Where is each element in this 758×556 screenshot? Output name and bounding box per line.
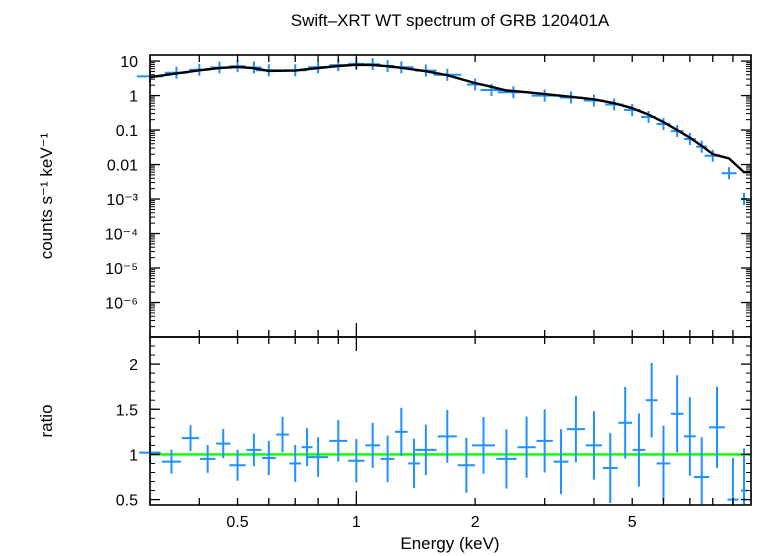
ratio-data-point <box>727 458 739 505</box>
ratio-data-point <box>618 386 633 459</box>
ratio-data-point <box>261 440 276 476</box>
ratio-data-point <box>329 420 348 462</box>
ratio-data-point <box>161 449 181 474</box>
ratio-data-point <box>216 428 231 459</box>
ratio-data-point <box>380 435 395 483</box>
ratio-data-point <box>683 397 696 476</box>
ratio-data-point <box>276 416 289 453</box>
y-tick-label: 10⁻⁶ <box>105 296 138 313</box>
ratio-data-point <box>741 448 748 505</box>
ratio-data-point <box>181 425 200 452</box>
y-tick-label: 0.5 <box>116 493 138 510</box>
ratio-data-point <box>632 413 646 487</box>
spectrum-panel: 10 1 0.1 0.01 10⁻³ 10⁻⁴ 10⁻⁵ 10⁻⁶ counts s⁻¹ ke… <box>37 54 752 338</box>
x-tick-label: 0.5 <box>226 514 248 531</box>
ratio-data-point <box>408 438 420 489</box>
ratio-data-point <box>348 439 365 483</box>
spectrum-y-axis-label: counts s⁻¹ keV⁻¹ <box>37 132 56 259</box>
y-tick-label: 1.5 <box>116 402 138 419</box>
y-tick-label: 10 <box>120 54 138 71</box>
ratio-ticks-layer: 0.5 1 2 5 2 1.5 1 0.5 <box>116 337 752 531</box>
ratio-data-point <box>199 445 216 473</box>
y-tick-label: 1 <box>129 89 138 106</box>
ratio-data-point <box>694 437 710 505</box>
y-tick-label: 0.1 <box>116 123 138 140</box>
ratio-data-point <box>229 449 246 481</box>
ratio-data-point <box>585 411 603 480</box>
y-tick-label: 10⁻⁴ <box>105 227 138 244</box>
ratio-data-point <box>709 386 725 468</box>
ratio-data-point <box>365 422 381 468</box>
ratio-data-point <box>394 407 408 456</box>
y-tick-label: 2 <box>129 357 138 374</box>
ratio-series-layer <box>139 363 751 505</box>
spectrum-data-point <box>721 167 737 180</box>
ratio-data-point <box>457 437 475 493</box>
ratio-data-point <box>553 429 569 495</box>
ratio-data-point <box>517 416 536 478</box>
x-tick-label: 2 <box>471 514 480 531</box>
ratio-data-point <box>437 409 457 463</box>
ratio-data-point <box>536 409 553 473</box>
ratio-plot-frame <box>149 336 752 506</box>
ratio-data-point <box>289 444 302 482</box>
ratio-data-point <box>246 433 262 467</box>
ratio-data-point <box>301 428 313 467</box>
ratio-data-point <box>656 425 671 502</box>
ratio-data-point <box>415 424 437 476</box>
ratio-data-point <box>472 417 495 474</box>
spectrum-series-layer <box>136 57 751 206</box>
ratio-panel: 0.5 1 2 5 2 1.5 1 0.5 ratio Energy (keV) <box>37 336 752 553</box>
x-tick-label: 5 <box>628 514 637 531</box>
x-axis-label: Energy (keV) <box>400 534 499 553</box>
ratio-data-point <box>496 429 517 489</box>
ratio-data-point <box>566 395 585 463</box>
x-tick-label: 1 <box>352 514 361 531</box>
y-tick-label: 1 <box>129 447 138 464</box>
y-tick-label: 10⁻⁵ <box>105 261 138 278</box>
ratio-y-axis-label: ratio <box>37 404 56 437</box>
y-tick-label: 10⁻³ <box>106 192 138 209</box>
ratio-data-point <box>645 363 658 438</box>
ratio-data-point <box>602 432 618 504</box>
spectrum-ticks-layer: 10 1 0.1 0.01 10⁻³ 10⁻⁴ 10⁻⁵ 10⁻⁶ <box>105 54 752 337</box>
spectrum-plot-frame <box>149 54 752 338</box>
ratio-data-point <box>308 437 329 477</box>
ratio-data-point <box>670 375 684 453</box>
chart-title: Swift–XRT WT spectrum of GRB 120401A <box>291 11 610 30</box>
y-tick-label: 0.01 <box>107 158 138 175</box>
model-curve <box>149 63 751 174</box>
